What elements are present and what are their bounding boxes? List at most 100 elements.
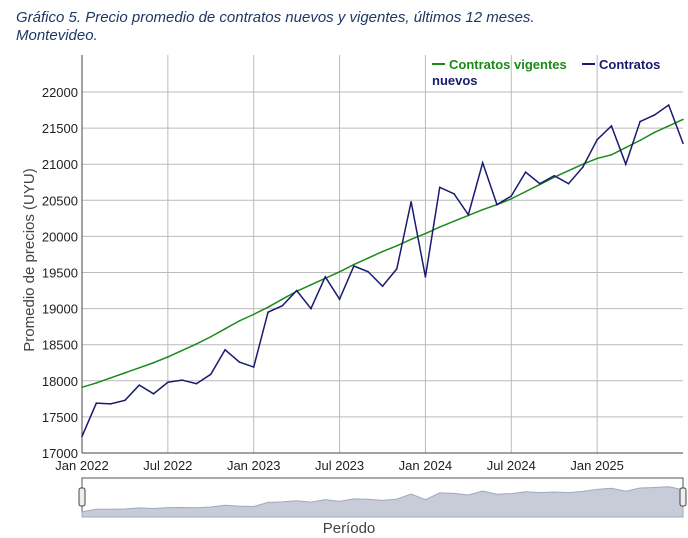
data-point [453, 193, 455, 195]
data-point [281, 304, 284, 307]
data-point [81, 386, 83, 389]
data-point [510, 195, 513, 197]
data-point [567, 182, 570, 185]
data-point [396, 244, 398, 247]
data-point [624, 163, 627, 165]
y-tick-label: 17500 [42, 410, 78, 425]
x-tick-label: Jul 2023 [315, 458, 364, 473]
x-tick-label: Jan 2022 [55, 458, 109, 473]
y-tick-label: 17000 [42, 446, 78, 461]
data-point [338, 298, 341, 301]
legend[interactable]: Contratos vigentes Contratos nuevos [432, 57, 660, 88]
range-slider[interactable] [78, 477, 687, 518]
data-point [381, 285, 384, 288]
slider-minimap [81, 486, 684, 518]
x-tick-label: Jul 2022 [143, 458, 192, 473]
y-tick-label: 21000 [42, 157, 78, 172]
data-point [424, 276, 427, 278]
data-point [438, 226, 441, 228]
data-point [81, 435, 83, 438]
data-point [410, 238, 412, 241]
x-tick-label: Jan 2025 [570, 458, 624, 473]
data-point [109, 403, 112, 405]
data-point [682, 142, 684, 145]
y-tick-label: 20500 [42, 193, 78, 208]
y-axis-label: Promedio de precios (UYU) [21, 168, 38, 351]
data-point [167, 356, 169, 358]
data-point [539, 182, 541, 185]
legend-label-nuevos: Contratos [599, 57, 660, 72]
data-point [624, 146, 627, 149]
data-point [124, 372, 126, 374]
data-point [353, 263, 355, 266]
data-point [95, 382, 98, 384]
data-point [481, 208, 484, 211]
y-tick-label: 21500 [42, 121, 78, 136]
data-point [353, 265, 355, 267]
data-point [496, 203, 498, 206]
y-tick-label: 22000 [42, 85, 78, 100]
data-point [653, 131, 656, 134]
data-point [252, 366, 255, 368]
data-point [524, 190, 527, 193]
data-point [524, 171, 527, 173]
series-line-vigentes [81, 118, 684, 389]
data-point [567, 169, 570, 172]
data-point [209, 335, 212, 338]
y-tick-label: 18500 [42, 338, 78, 353]
y-tick-label: 19000 [42, 302, 78, 317]
data-point [367, 270, 369, 273]
data-point [453, 220, 455, 223]
data-point [667, 104, 670, 106]
data-point [195, 382, 198, 385]
data-point [410, 200, 412, 203]
data-point [138, 367, 141, 369]
data-point [310, 307, 312, 310]
data-point [138, 384, 141, 386]
chart-title: Gráfico 5. Precio promedio de contratos … [16, 9, 616, 45]
data-point [152, 361, 155, 364]
data-point [167, 381, 169, 384]
data-point [467, 213, 470, 216]
legend-label-nuevos-2: nuevos [432, 73, 478, 88]
data-point [238, 320, 241, 322]
data-point [195, 343, 198, 345]
slider-handle-right[interactable] [679, 487, 687, 507]
data-point [438, 186, 441, 189]
data-point [95, 402, 98, 404]
slider-handle-left[interactable] [78, 487, 86, 507]
data-point [667, 125, 670, 127]
series-line-nuevos [81, 103, 684, 437]
data-point [295, 289, 298, 292]
data-point [124, 399, 126, 402]
data-point [224, 348, 226, 351]
y-tick-label: 19500 [42, 266, 78, 281]
x-axis-label: Período [323, 520, 376, 537]
data-point [610, 125, 613, 127]
data-point [553, 174, 556, 177]
data-point [324, 276, 327, 278]
legend-label-vigentes: Contratos vigentes [449, 57, 567, 72]
data-point [109, 377, 112, 379]
data-point [338, 270, 341, 273]
data-point [252, 313, 255, 316]
data-point [639, 120, 641, 123]
data-point [682, 118, 684, 121]
data-point [267, 311, 269, 314]
data-point [181, 379, 183, 381]
data-point [596, 138, 598, 141]
data-point [582, 166, 584, 168]
data-point [152, 392, 155, 395]
title-line-2: Montevideo. [16, 27, 98, 44]
data-point [267, 306, 269, 308]
data-point [367, 257, 369, 259]
data-point [238, 361, 241, 363]
data-point [596, 157, 598, 160]
y-tick-label: 18000 [42, 374, 78, 389]
x-tick-label: Jul 2024 [487, 458, 536, 473]
data-point [610, 154, 613, 156]
x-tick-label: Jan 2023 [227, 458, 281, 473]
data-point [224, 328, 226, 330]
data-point [510, 198, 513, 200]
